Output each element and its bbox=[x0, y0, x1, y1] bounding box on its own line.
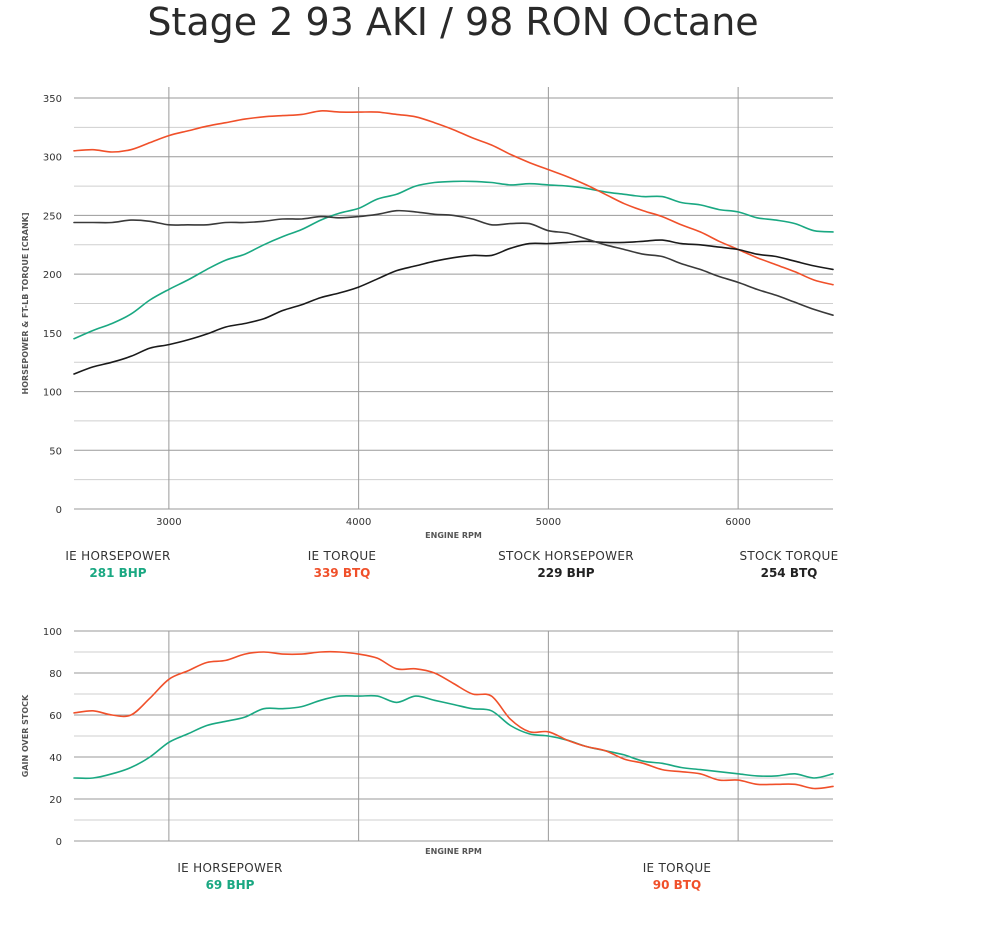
summary-stock-torque: STOCK TORQUE 254 BTQ bbox=[699, 548, 879, 582]
summary-value: 90 BTQ bbox=[652, 878, 702, 892]
series-line-ie_hp bbox=[73, 180, 834, 340]
y-tick-label: 250 bbox=[43, 211, 62, 222]
summary-value: 229 BHP bbox=[537, 566, 595, 580]
y-tick-label: 150 bbox=[43, 329, 62, 340]
minor-gridlines bbox=[74, 651, 833, 821]
gain-ie-horsepower: IE HORSEPOWER 69 BHP bbox=[140, 860, 320, 894]
y-tick-label: 80 bbox=[49, 669, 62, 680]
series-line-stock_hp bbox=[73, 239, 834, 375]
series-line-ie_tq bbox=[73, 110, 834, 286]
y-tick-label: 100 bbox=[43, 627, 62, 638]
major-gridlines bbox=[74, 87, 833, 510]
power-torque-chart: 0 50 100 150 200 250 300 350 3000 4000 5000 6000 ENG… bbox=[21, 87, 834, 540]
series-line-ie_hp_gain bbox=[73, 694, 834, 780]
summary-label: STOCK TORQUE bbox=[739, 549, 839, 563]
page-title: Stage 2 93 AKI / 98 RON Octane bbox=[147, 0, 759, 44]
x-axis-label: ENGINE RPM bbox=[425, 531, 482, 540]
y-tick-label: 40 bbox=[49, 753, 62, 764]
series-line-stock_tq bbox=[73, 209, 834, 316]
summary-stock-horsepower: STOCK HORSEPOWER 229 BHP bbox=[476, 548, 656, 582]
x-axis-label: ENGINE RPM bbox=[425, 847, 482, 856]
summary-label: IE TORQUE bbox=[642, 861, 712, 875]
y-axis-label: GAIN OVER STOCK bbox=[21, 694, 30, 777]
summary-ie-torque: IE TORQUE 339 BTQ bbox=[252, 548, 432, 582]
summary-label: IE TORQUE bbox=[307, 549, 377, 563]
major-gridlines bbox=[74, 630, 833, 842]
summary-value: 281 BHP bbox=[89, 566, 147, 580]
y-tick-label: 20 bbox=[49, 795, 62, 806]
y-tick-label: 100 bbox=[43, 388, 62, 399]
summary-label: IE HORSEPOWER bbox=[177, 861, 283, 875]
gain-ie-torque: IE TORQUE 90 BTQ bbox=[587, 860, 767, 894]
x-tick-label: 3000 bbox=[156, 517, 181, 528]
minor-gridlines bbox=[74, 126, 833, 481]
series-line-ie_tq_gain bbox=[73, 650, 834, 790]
summary-ie-horsepower: IE HORSEPOWER 281 BHP bbox=[28, 548, 208, 582]
y-tick-label: 50 bbox=[49, 446, 62, 457]
y-tick-label: 0 bbox=[56, 505, 62, 516]
summary-value: 69 BHP bbox=[205, 878, 255, 892]
y-tick-label: 200 bbox=[43, 270, 62, 281]
gain-over-stock-chart: 0 20 40 60 80 100 ENGINE RPM GAIN OVER STOCK bbox=[21, 627, 834, 856]
summary-label: IE HORSEPOWER bbox=[65, 549, 171, 563]
x-tick-label: 5000 bbox=[536, 517, 561, 528]
y-tick-label: 300 bbox=[43, 153, 62, 164]
x-tick-label: 6000 bbox=[725, 517, 750, 528]
y-tick-label: 60 bbox=[49, 711, 62, 722]
y-tick-label: 0 bbox=[56, 837, 62, 848]
x-tick-label: 4000 bbox=[346, 517, 371, 528]
y-axis-label: HORSEPOWER & FT-LB TORQUE [CRANK] bbox=[21, 213, 30, 395]
summary-label: STOCK HORSEPOWER bbox=[498, 549, 634, 563]
summary-value: 339 BTQ bbox=[313, 566, 371, 580]
y-tick-label: 350 bbox=[43, 94, 62, 105]
summary-value: 254 BTQ bbox=[760, 566, 818, 580]
